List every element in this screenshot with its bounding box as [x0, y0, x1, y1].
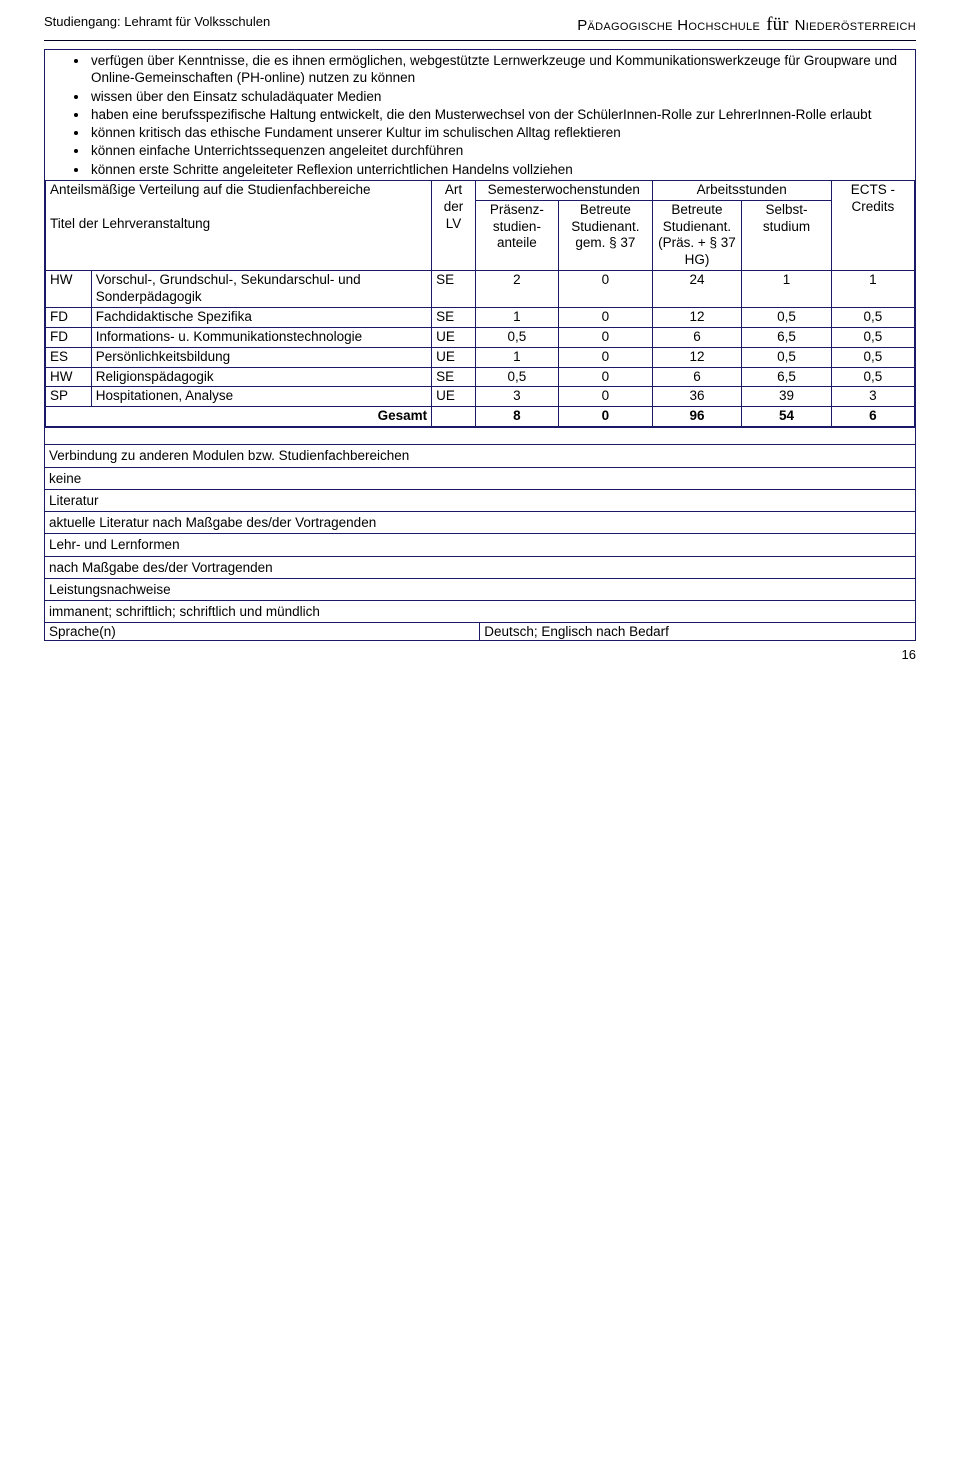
row-v4: 6,5: [742, 327, 832, 347]
row-cat: FD: [46, 327, 92, 347]
literature-value: aktuelle Literatur nach Maßgabe des/der …: [45, 512, 915, 534]
row-art: UE: [432, 327, 476, 347]
th-betr2: Betreute Studienant. (Präs. + § 37 HG): [652, 200, 742, 271]
spacer-row: [45, 428, 915, 445]
competency-item: können kritisch das ethische Fundament u…: [89, 124, 909, 141]
row-v3: 24: [652, 271, 742, 308]
row-art: SE: [432, 271, 476, 308]
th-betr1: Betreute Studienant. gem. § 37: [559, 200, 653, 271]
row-title: Hospitationen, Analyse: [91, 387, 431, 407]
row-art: SE: [432, 367, 476, 387]
row-art: SE: [432, 307, 476, 327]
row-v5: 0,5: [831, 327, 914, 347]
row-v2: 0: [559, 387, 653, 407]
assessment-value: immanent; schriftlich; schriftlich und m…: [45, 601, 915, 623]
row-v2: 0: [559, 307, 653, 327]
row-total-v4: 54: [742, 407, 832, 427]
distribution-table: Anteilsmäßige Verteilung auf die Studien…: [45, 180, 915, 427]
row-v3: 6: [652, 327, 742, 347]
row-cat: FD: [46, 307, 92, 327]
competency-item: haben eine berufsspezifische Haltung ent…: [89, 106, 909, 123]
row-total-v5: 6: [831, 407, 914, 427]
row-title: Persönlichkeitsbildung: [91, 347, 431, 367]
row-v3: 12: [652, 307, 742, 327]
row-title: Religionspädagogik: [91, 367, 431, 387]
row-v5: 0,5: [831, 347, 914, 367]
row-art: UE: [432, 387, 476, 407]
module-box: verfügen über Kenntnisse, die es ihnen e…: [44, 49, 916, 641]
row-v2: 0: [559, 347, 653, 367]
th-sws: Semesterwochenstunden: [475, 180, 652, 200]
th-ects: ECTS - Credits: [831, 180, 914, 270]
row-v4: 1: [742, 271, 832, 308]
row-title: Fachdidaktische Spezifika: [91, 307, 431, 327]
competency-item: können einfache Unterrichtssequenzen ang…: [89, 142, 909, 159]
literature-header: Literatur: [45, 490, 915, 512]
row-v5: 1: [831, 271, 914, 308]
header-rule: [44, 40, 916, 41]
row-v1: 3: [475, 387, 558, 407]
row-cat: HW: [46, 271, 92, 308]
row-v2: 0: [559, 367, 653, 387]
row-v5: 3: [831, 387, 914, 407]
competency-list: verfügen über Kenntnisse, die es ihnen e…: [45, 52, 915, 178]
row-v1: 2: [475, 271, 558, 308]
row-v2: 0: [559, 327, 653, 347]
row-v3: 6: [652, 367, 742, 387]
th-title: Anteilsmäßige Verteilung auf die Studien…: [46, 180, 432, 270]
row-cat: SP: [46, 387, 92, 407]
page-number: 16: [44, 641, 916, 662]
row-total-label: Gesamt: [46, 407, 432, 427]
competency-item: können erste Schritte angeleiteter Refle…: [89, 161, 909, 178]
row-v3: 12: [652, 347, 742, 367]
row-v4: 39: [742, 387, 832, 407]
row-v1: 1: [475, 307, 558, 327]
row-total-v3: 96: [652, 407, 742, 427]
links-value: keine: [45, 468, 915, 490]
row-cat: HW: [46, 367, 92, 387]
row-total-v2: 0: [559, 407, 653, 427]
row-art: UE: [432, 347, 476, 367]
th-selbst: Selbst-studium: [742, 200, 832, 271]
competency-item: wissen über den Einsatz schuladäquater M…: [89, 88, 909, 105]
th-art: Art der LV: [432, 180, 476, 270]
language-value: Deutsch; Englisch nach Bedarf: [480, 623, 915, 640]
th-praes: Präsenz-studien-anteile: [475, 200, 558, 271]
row-v4: 6,5: [742, 367, 832, 387]
assessment-header: Leistungsnachweise: [45, 579, 915, 601]
row-v5: 0,5: [831, 307, 914, 327]
forms-header: Lehr- und Lernformen: [45, 534, 915, 556]
row-title: Informations- u. Kommunikationstechnolog…: [91, 327, 431, 347]
row-v4: 0,5: [742, 347, 832, 367]
forms-value: nach Maßgabe des/der Vortragenden: [45, 557, 915, 579]
row-v1: 1: [475, 347, 558, 367]
language-row: Sprache(n) Deutsch; Englisch nach Bedarf: [45, 623, 915, 640]
row-v3: 36: [652, 387, 742, 407]
row-v5: 0,5: [831, 367, 914, 387]
row-v4: 0,5: [742, 307, 832, 327]
row-cat: ES: [46, 347, 92, 367]
header-right: Pädagogische Hochschule für Niederösterr…: [577, 14, 916, 36]
language-header: Sprache(n): [45, 623, 480, 640]
th-arb: Arbeitsstunden: [652, 180, 831, 200]
row-title: Vorschul-, Grundschul-, Sekundarschul- u…: [91, 271, 431, 308]
links-header: Verbindung zu anderen Modulen bzw. Studi…: [45, 445, 915, 467]
row-v1: 0,5: [475, 367, 558, 387]
row-v1: 0,5: [475, 327, 558, 347]
header-left: Studiengang: Lehramt für Volksschulen: [44, 14, 270, 29]
row-total-v1: 8: [475, 407, 558, 427]
row-v2: 0: [559, 271, 653, 308]
competency-item: verfügen über Kenntnisse, die es ihnen e…: [89, 52, 909, 87]
